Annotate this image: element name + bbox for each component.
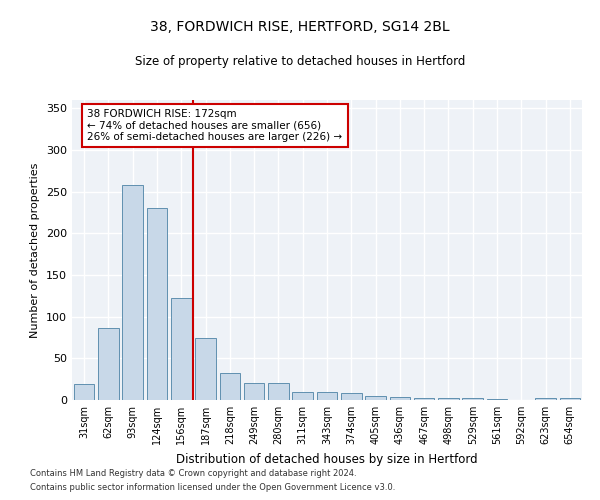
Bar — [341, 394, 362, 400]
Bar — [171, 298, 191, 400]
Bar — [122, 185, 143, 400]
Bar — [560, 398, 580, 400]
Bar — [438, 398, 459, 400]
Text: Size of property relative to detached houses in Hertford: Size of property relative to detached ho… — [135, 55, 465, 68]
Text: 38 FORDWICH RISE: 172sqm
← 74% of detached houses are smaller (656)
26% of semi-: 38 FORDWICH RISE: 172sqm ← 74% of detach… — [88, 109, 343, 142]
Bar — [220, 374, 240, 400]
Bar — [389, 396, 410, 400]
Bar — [365, 396, 386, 400]
Bar — [292, 392, 313, 400]
Text: Contains public sector information licensed under the Open Government Licence v3: Contains public sector information licen… — [30, 484, 395, 492]
Bar — [268, 384, 289, 400]
Text: Contains HM Land Registry data © Crown copyright and database right 2024.: Contains HM Land Registry data © Crown c… — [30, 468, 356, 477]
Text: 38, FORDWICH RISE, HERTFORD, SG14 2BL: 38, FORDWICH RISE, HERTFORD, SG14 2BL — [150, 20, 450, 34]
Bar — [98, 328, 119, 400]
Bar — [414, 398, 434, 400]
Bar — [146, 208, 167, 400]
Bar — [317, 392, 337, 400]
Bar — [74, 384, 94, 400]
Y-axis label: Number of detached properties: Number of detached properties — [31, 162, 40, 338]
Bar — [535, 398, 556, 400]
Bar — [195, 338, 216, 400]
Bar — [487, 399, 508, 400]
Bar — [463, 398, 483, 400]
Bar — [244, 384, 265, 400]
X-axis label: Distribution of detached houses by size in Hertford: Distribution of detached houses by size … — [176, 452, 478, 466]
